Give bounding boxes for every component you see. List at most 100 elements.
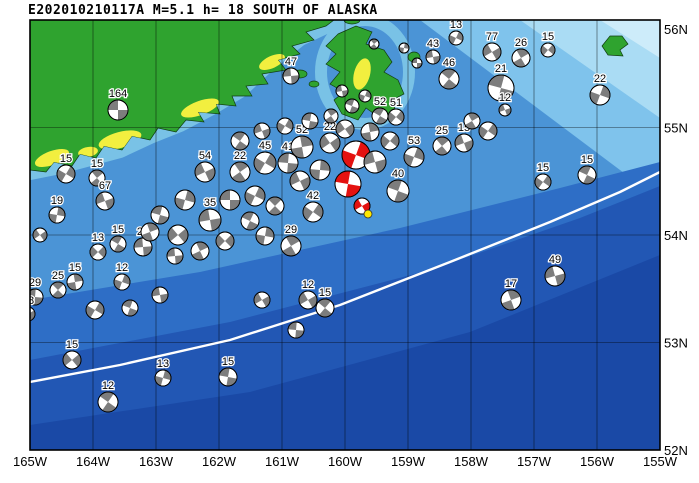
beachball-outline bbox=[230, 131, 250, 151]
focal-mechanism bbox=[215, 231, 235, 251]
focal-mechanism: 15 bbox=[534, 161, 552, 191]
focal-mechanism: 17 bbox=[500, 277, 522, 311]
event-number-label: 13 bbox=[450, 19, 462, 31]
beachball-outline bbox=[219, 189, 241, 211]
event-number-label: 67 bbox=[99, 180, 111, 192]
lon-label: 156W bbox=[580, 454, 615, 469]
beachball-outline bbox=[154, 369, 172, 387]
focal-mechanism: 12 bbox=[113, 261, 131, 291]
focal-mechanism bbox=[150, 205, 170, 225]
beachball-outline bbox=[215, 231, 235, 251]
event-number-label: 17 bbox=[505, 278, 517, 290]
event-number-label: 12 bbox=[102, 380, 114, 392]
beachball-quadrants bbox=[325, 109, 337, 123]
beachball-quadrants bbox=[63, 353, 81, 367]
beachball-quadrants bbox=[465, 113, 479, 129]
focal-mechanism: 13 bbox=[154, 357, 172, 387]
beachball-quadrants bbox=[299, 292, 317, 308]
beachball-quadrants bbox=[310, 160, 330, 180]
focal-mechanism bbox=[335, 119, 355, 139]
event-number-label: 19 bbox=[51, 195, 63, 207]
beachball-outline bbox=[229, 161, 251, 183]
beachball-quadrants bbox=[501, 290, 521, 310]
focal-mechanism bbox=[276, 117, 294, 135]
beachball-quadrants bbox=[282, 236, 300, 256]
beachball-quadrants bbox=[441, 69, 457, 89]
focal-mechanism bbox=[323, 108, 339, 124]
beachball-outline bbox=[386, 179, 410, 203]
beachball-outline bbox=[107, 99, 129, 121]
beachball-outline bbox=[360, 122, 380, 142]
beachball-outline bbox=[190, 241, 210, 261]
focal-mechanism bbox=[230, 131, 250, 151]
beachball-quadrants bbox=[90, 170, 104, 186]
focal-mechanism bbox=[358, 89, 372, 103]
small-island bbox=[601, 35, 629, 57]
beachball-outline bbox=[240, 211, 260, 231]
focal-mechanism: 53 bbox=[403, 134, 425, 168]
beachball-outline bbox=[463, 112, 481, 130]
event-number-label: 15 bbox=[69, 262, 81, 274]
beachball-quadrants bbox=[359, 90, 371, 102]
lon-label: 160W bbox=[328, 454, 363, 469]
beachball-outline bbox=[387, 108, 405, 126]
focal-mechanism: 26 bbox=[511, 36, 531, 68]
focal-mechanism bbox=[32, 227, 48, 243]
beachball-quadrants bbox=[114, 274, 130, 290]
beachball-outline bbox=[323, 108, 339, 124]
beachball-quadrants bbox=[578, 166, 596, 184]
focal-mechanism bbox=[85, 300, 105, 320]
focal-mechanism bbox=[341, 140, 371, 170]
beachball-outline bbox=[174, 189, 196, 211]
focal-mechanism: 15 bbox=[109, 223, 127, 253]
beachball-outline bbox=[194, 161, 216, 183]
beachball-quadrants bbox=[96, 192, 114, 210]
event-number-label: 29 bbox=[29, 277, 41, 289]
beachball-outline bbox=[85, 300, 105, 320]
focal-mechanism bbox=[363, 150, 387, 174]
beachball-outline bbox=[500, 289, 522, 311]
focal-mechanism bbox=[335, 84, 349, 98]
event-number-label: 26 bbox=[515, 37, 527, 49]
focal-mechanism: 12 bbox=[498, 91, 512, 117]
beachball-quadrants bbox=[290, 171, 310, 191]
beachball-outline bbox=[534, 173, 552, 191]
focal-mechanism: 13 bbox=[448, 19, 464, 46]
focal-mechanism bbox=[478, 121, 498, 141]
beachball-outline bbox=[66, 273, 84, 291]
beachball-quadrants bbox=[499, 104, 511, 116]
beachball-outline bbox=[282, 67, 300, 85]
focal-mechanism: 77 bbox=[482, 30, 502, 62]
beachball-outline bbox=[544, 265, 566, 287]
beachball-quadrants bbox=[219, 368, 237, 386]
focal-mechanism: 47 bbox=[282, 55, 300, 85]
beachball-quadrants bbox=[288, 322, 304, 338]
beachball-outline bbox=[113, 273, 131, 291]
map-title: E202010210117A M=5.1 h= 18 SOUTH OF ALAS… bbox=[28, 3, 378, 18]
event-number-label: 45 bbox=[259, 140, 271, 152]
beachball-quadrants bbox=[30, 307, 35, 321]
beachball-outline bbox=[335, 119, 355, 139]
beachball-quadrants bbox=[254, 153, 276, 173]
small-island bbox=[308, 80, 320, 88]
beachball-quadrants bbox=[354, 199, 370, 213]
trench-line bbox=[30, 170, 660, 384]
focal-mechanism bbox=[174, 189, 196, 211]
beachball-outline bbox=[89, 243, 107, 261]
elevation-highlight bbox=[34, 148, 70, 168]
focal-mechanism bbox=[287, 321, 305, 339]
focal-mechanism: 12 bbox=[298, 278, 318, 310]
beachball-outline bbox=[478, 121, 498, 141]
lon-label: 159W bbox=[391, 454, 426, 469]
beachball-outline bbox=[290, 135, 314, 159]
event-number-label: 43 bbox=[427, 38, 439, 50]
event-number-label: 12 bbox=[116, 262, 128, 274]
beachball-quadrants bbox=[151, 206, 169, 224]
beachball-quadrants bbox=[278, 153, 298, 173]
beachball-quadrants bbox=[435, 137, 449, 155]
beachball-outline bbox=[255, 226, 275, 246]
focal-mechanism bbox=[121, 299, 139, 317]
event-number-label: 15 bbox=[581, 154, 593, 166]
beachball-quadrants bbox=[122, 300, 138, 316]
